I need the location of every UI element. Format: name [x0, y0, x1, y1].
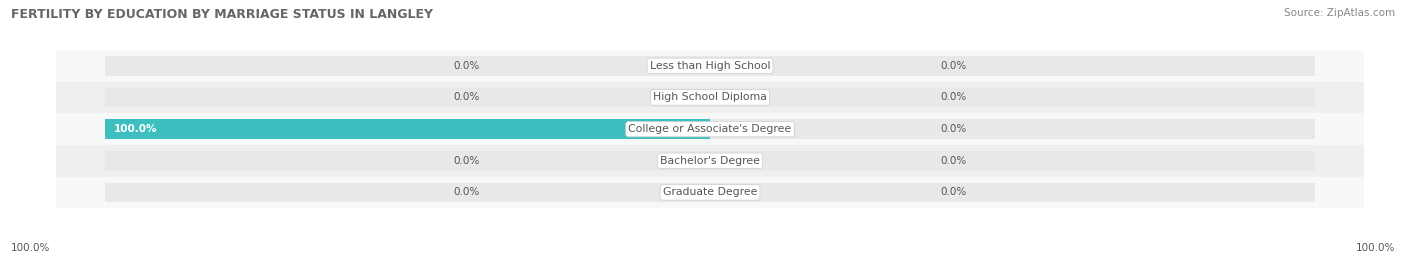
Bar: [710, 56, 1316, 76]
Bar: [14, 113, 1406, 145]
Bar: [14, 176, 1406, 208]
Text: FERTILITY BY EDUCATION BY MARRIAGE STATUS IN LANGLEY: FERTILITY BY EDUCATION BY MARRIAGE STATU…: [11, 8, 433, 21]
Text: 0.0%: 0.0%: [941, 187, 966, 197]
Text: 0.0%: 0.0%: [941, 93, 966, 102]
Bar: [14, 50, 1406, 82]
Text: Source: ZipAtlas.com: Source: ZipAtlas.com: [1284, 8, 1395, 18]
Legend: Married, Unmarried: Married, Unmarried: [630, 266, 790, 269]
Text: Graduate Degree: Graduate Degree: [662, 187, 758, 197]
Text: 0.0%: 0.0%: [941, 61, 966, 71]
Text: 0.0%: 0.0%: [941, 156, 966, 166]
Text: Bachelor's Degree: Bachelor's Degree: [659, 156, 761, 166]
Text: 0.0%: 0.0%: [454, 156, 479, 166]
Bar: [710, 183, 1316, 202]
Text: 0.0%: 0.0%: [454, 93, 479, 102]
Bar: [710, 151, 1316, 171]
Bar: [104, 119, 710, 139]
Text: 100.0%: 100.0%: [114, 124, 157, 134]
Text: College or Associate's Degree: College or Associate's Degree: [628, 124, 792, 134]
Text: Less than High School: Less than High School: [650, 61, 770, 71]
Text: 0.0%: 0.0%: [454, 61, 479, 71]
Bar: [104, 119, 710, 139]
Bar: [14, 82, 1406, 113]
Bar: [104, 183, 710, 202]
Bar: [104, 56, 710, 76]
Bar: [710, 88, 1316, 107]
Text: 100.0%: 100.0%: [11, 243, 51, 253]
Bar: [14, 145, 1406, 176]
Text: 0.0%: 0.0%: [941, 124, 966, 134]
Text: 0.0%: 0.0%: [454, 187, 479, 197]
Text: 100.0%: 100.0%: [1355, 243, 1395, 253]
Bar: [104, 151, 710, 171]
Text: High School Diploma: High School Diploma: [654, 93, 766, 102]
Bar: [710, 119, 1316, 139]
Bar: [104, 88, 710, 107]
